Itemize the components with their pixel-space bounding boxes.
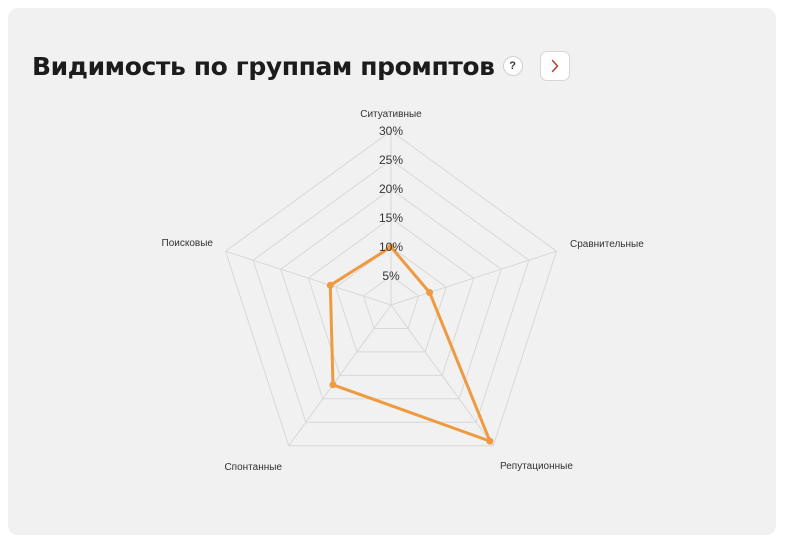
tick-label: 5% (382, 269, 400, 283)
card-header: Видимость по группам промптов ? (32, 46, 570, 86)
data-point-1[interactable] (387, 243, 395, 251)
data-point-3[interactable] (486, 437, 494, 445)
card-title: Видимость по группам промптов (32, 51, 495, 81)
next-button[interactable] (539, 51, 570, 81)
data-point-4[interactable] (329, 381, 337, 389)
tick-label: 10% (379, 240, 403, 254)
axis-label: Поисковые (162, 238, 214, 249)
grid-ring-2 (335, 246, 447, 353)
tick-label: 15% (379, 211, 403, 225)
axis-label: Сравнительные (570, 239, 644, 250)
spoke-2 (390, 250, 557, 306)
tick-label: 30% (379, 124, 403, 138)
tick-label: 25% (379, 153, 403, 167)
data-point-2[interactable] (426, 289, 434, 296)
series-line (328, 245, 492, 443)
axis-label: Спонтанные (224, 462, 282, 473)
grid-ring-5 (252, 159, 530, 423)
chart-card: Видимость по группам промптов ? (8, 8, 776, 535)
grid-ring-4 (280, 188, 502, 400)
grid-ring-3 (307, 217, 475, 376)
spoke-3 (390, 304, 494, 447)
axis-label: Ситуативные (360, 109, 422, 120)
grid-ring-1 (362, 275, 420, 329)
grid-ring-6 (224, 130, 558, 447)
data-point-5[interactable] (326, 281, 334, 289)
spoke-4 (288, 304, 392, 447)
help-button[interactable]: ? (502, 56, 523, 76)
chevron-right-icon (551, 59, 558, 73)
tick-label: 20% (379, 182, 403, 196)
axis-label: Репутационные (500, 461, 573, 472)
spoke-5 (225, 250, 392, 306)
